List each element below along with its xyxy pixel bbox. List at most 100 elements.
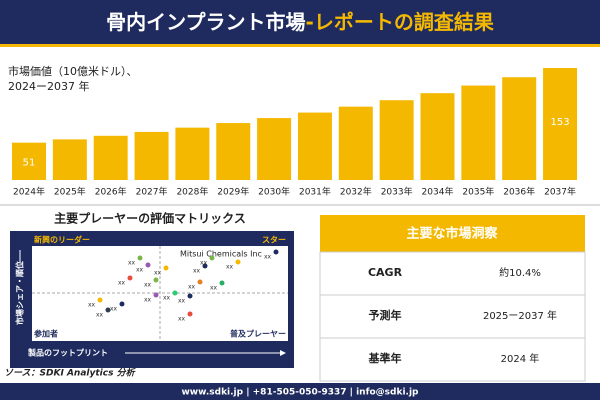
bar	[216, 123, 251, 180]
bar	[502, 77, 537, 180]
insights-title: 主要な市場洞察	[406, 226, 498, 242]
quadrant-label: 参加者	[33, 329, 58, 339]
player-dot	[209, 255, 215, 261]
title-accent: -レポートの調査結果	[306, 10, 494, 34]
player-dot	[202, 263, 208, 269]
player-label: xx	[118, 280, 126, 287]
bar	[379, 100, 414, 180]
player-dot	[197, 279, 203, 285]
x-tick-label: 2030年	[258, 186, 290, 198]
data-label: 51	[23, 158, 36, 169]
x-tick-label: 2027年	[136, 186, 168, 198]
player-dot	[153, 292, 159, 298]
x-tick-label: 2031年	[299, 186, 331, 198]
player-label: xx	[188, 284, 196, 291]
chart-subtitle: 市場価値（10億米ドル）、	[8, 64, 138, 78]
matrix-title: 主要プレーヤーの評価マトリックス	[54, 211, 246, 226]
quadrant-label: 普及プレーヤー	[230, 329, 286, 339]
insight-value: 2025ー2037 年	[483, 309, 557, 322]
x-tick-label: 2028年	[176, 186, 208, 198]
player-dot	[219, 280, 225, 286]
x-tick-label: 2035年	[462, 186, 494, 198]
insight-row	[319, 337, 586, 382]
player-dot	[153, 277, 159, 283]
footer-bar	[0, 383, 600, 400]
bar	[257, 118, 292, 180]
bar	[543, 68, 578, 180]
player-label: xx	[96, 312, 104, 319]
player-label: xx	[128, 260, 136, 267]
header-rule	[0, 44, 600, 47]
bar-chart: 2024年 51 2025年 2026年 2027年 2028年 2029年 2030年 203…	[12, 68, 578, 198]
quadrant-label: 新興のリーダー	[34, 235, 90, 245]
bar	[12, 142, 46, 180]
footer-text: www.sdki.jp | +81-505-050-9337 | info@sd…	[181, 388, 419, 398]
header-title: 骨内インプラント市場-レポートの調査結果	[106, 10, 494, 34]
quadrant-label: スター	[262, 235, 286, 245]
player-label: xx	[200, 260, 208, 267]
player-label: xx	[264, 254, 272, 261]
player-dot	[105, 307, 111, 313]
player-label: xx	[178, 298, 186, 305]
player-label: xx	[226, 264, 234, 271]
player-dot	[273, 249, 279, 255]
bar	[175, 127, 210, 180]
player-dot	[145, 262, 151, 268]
source-note: ソース：SDKI Analytics 分析	[4, 368, 137, 379]
x-tick-label: 2029年	[217, 186, 249, 198]
player-dot	[235, 259, 241, 265]
player-dot	[119, 301, 125, 307]
player-label: xx	[110, 306, 118, 313]
x-tick-label: 2025年	[54, 186, 86, 198]
bar	[52, 139, 87, 180]
insight-key: 基準年	[368, 351, 402, 365]
player-dot	[187, 293, 193, 299]
player-label: xx	[178, 316, 186, 323]
player-label: xx	[210, 285, 218, 292]
title-main: 骨内インプラント市場	[106, 10, 305, 34]
x-tick-label: 2024年	[13, 186, 45, 198]
x-tick-label: 2032年	[340, 186, 372, 198]
insight-value: 約10.4%	[499, 266, 541, 279]
highlight-label: Mitsui Chemicals Inc	[180, 250, 262, 259]
player-dot	[97, 297, 103, 303]
arrow-head	[280, 350, 286, 356]
player-label: xx	[193, 268, 201, 275]
player-dot	[137, 255, 143, 261]
insights-header	[320, 215, 585, 252]
bar	[420, 93, 455, 180]
insight-key: 予測年	[369, 308, 402, 322]
y-axis-label: 市場シェア・順位	[15, 261, 25, 325]
x-tick-label: 2036年	[503, 186, 535, 198]
insight-row	[319, 294, 586, 339]
player-dot	[172, 290, 178, 296]
header-bar	[0, 0, 600, 44]
x-axis-label: 製品のフットプリント	[27, 348, 108, 358]
player-label: xx	[136, 267, 144, 274]
player-dot	[163, 265, 169, 271]
player-label: xx	[88, 302, 96, 309]
chart-subtitle: 2024ー2037 年	[8, 79, 90, 93]
player-dot	[127, 275, 133, 281]
bar	[461, 85, 496, 180]
bar	[134, 131, 169, 180]
insight-key: CAGR	[368, 266, 403, 279]
insight-value: 2024 年	[501, 352, 540, 365]
data-label: 153	[551, 117, 570, 128]
x-tick-label: 2033年	[381, 186, 413, 198]
bar	[297, 112, 332, 180]
player-label: xx	[154, 270, 162, 277]
x-tick-label: 2034年	[422, 186, 454, 198]
x-tick-label: 2037年	[544, 186, 576, 198]
player-dot	[187, 311, 193, 317]
insight-row	[319, 251, 586, 296]
player-label: xx	[144, 297, 152, 304]
bar	[93, 135, 128, 180]
x-tick-label: 2026年	[95, 186, 127, 198]
bar	[338, 106, 373, 180]
player-label: xx	[144, 282, 152, 289]
player-label: xx	[163, 295, 171, 302]
